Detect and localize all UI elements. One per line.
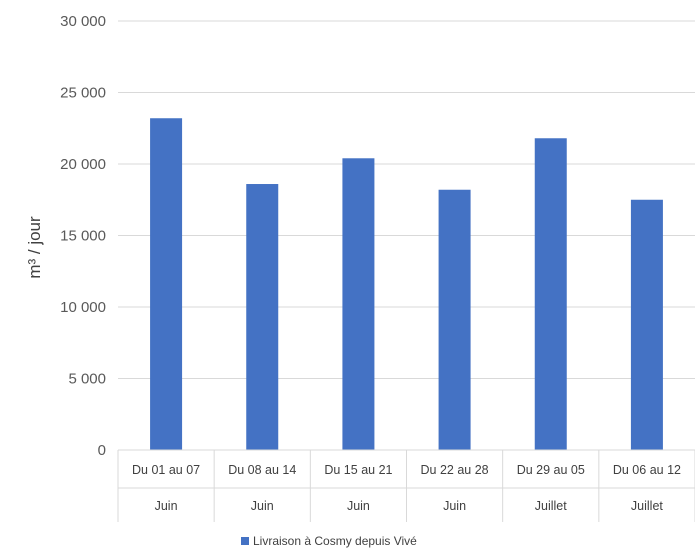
x-tick-label: Du 08 au 14 <box>228 463 296 477</box>
x-tick-month-label: Juillet <box>535 499 567 513</box>
y-tick-label: 30 000 <box>60 13 106 30</box>
bar <box>534 138 567 450</box>
bar <box>630 199 663 450</box>
legend-swatch <box>241 537 249 545</box>
y-axis-ticks: 0 5 000 10 000 15 000 20 000 25 000 30 000 <box>60 13 106 459</box>
bars <box>150 118 663 451</box>
y-tick-label: 15 000 <box>60 228 106 245</box>
y-tick-label: 0 <box>98 442 106 459</box>
x-tick-label: Du 01 au 07 <box>132 463 200 477</box>
bar <box>150 118 183 451</box>
x-tick-label: Du 22 au 28 <box>421 463 489 477</box>
x-tick-label: Du 06 au 12 <box>613 463 681 477</box>
y-tick-label: 5 000 <box>68 371 106 388</box>
legend-label: Livraison à Cosmy depuis Vivé <box>253 534 417 548</box>
legend: Livraison à Cosmy depuis Vivé <box>241 534 417 548</box>
x-tick-month-label: Juin <box>155 499 178 513</box>
x-tick-label: Du 15 au 21 <box>324 463 392 477</box>
x-tick-month-label: Juillet <box>631 499 663 513</box>
bar <box>342 158 375 450</box>
y-tick-label: 10 000 <box>60 299 106 316</box>
gridlines <box>118 20 695 379</box>
x-tick-month-label: Juin <box>443 499 466 513</box>
bar <box>438 189 471 451</box>
y-tick-label: 25 000 <box>60 85 106 102</box>
x-tick-month-label: Juin <box>251 499 274 513</box>
bar <box>246 184 279 450</box>
x-tick-month-label: Juin <box>347 499 370 513</box>
y-axis-title: m³ / jour <box>25 216 44 279</box>
x-tick-label: Du 29 au 05 <box>517 463 585 477</box>
x-axis: Du 01 au 07 Juin Du 08 au 14 Juin Du 15 au 2… <box>117 449 695 522</box>
y-tick-label: 20 000 <box>60 156 106 173</box>
